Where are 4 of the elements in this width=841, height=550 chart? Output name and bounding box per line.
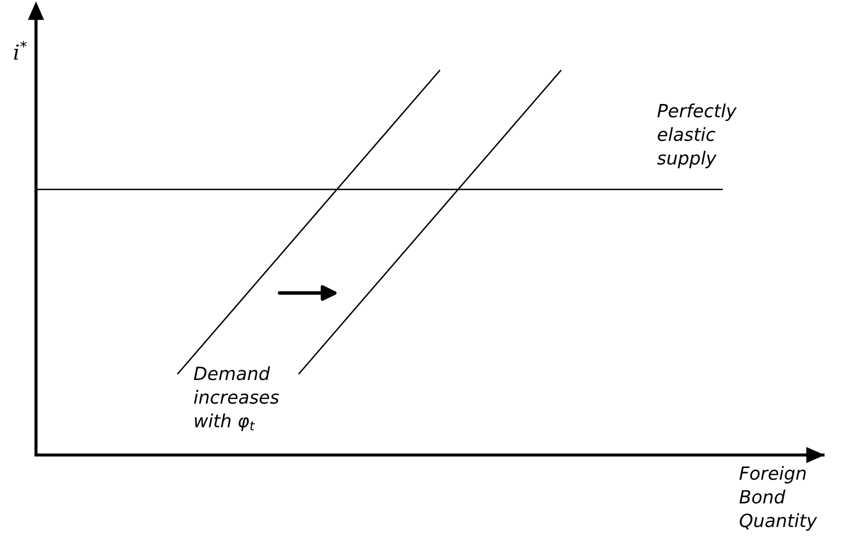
x-axis-title: Foreign Bond Quantity [739, 466, 818, 531]
annotation: Demand increases with φ$_{t}$ [194, 366, 279, 432]
annotation: Perfectly elastic supply [657, 103, 737, 168]
y-axis-title: i$^{*}$ [14, 40, 27, 60]
